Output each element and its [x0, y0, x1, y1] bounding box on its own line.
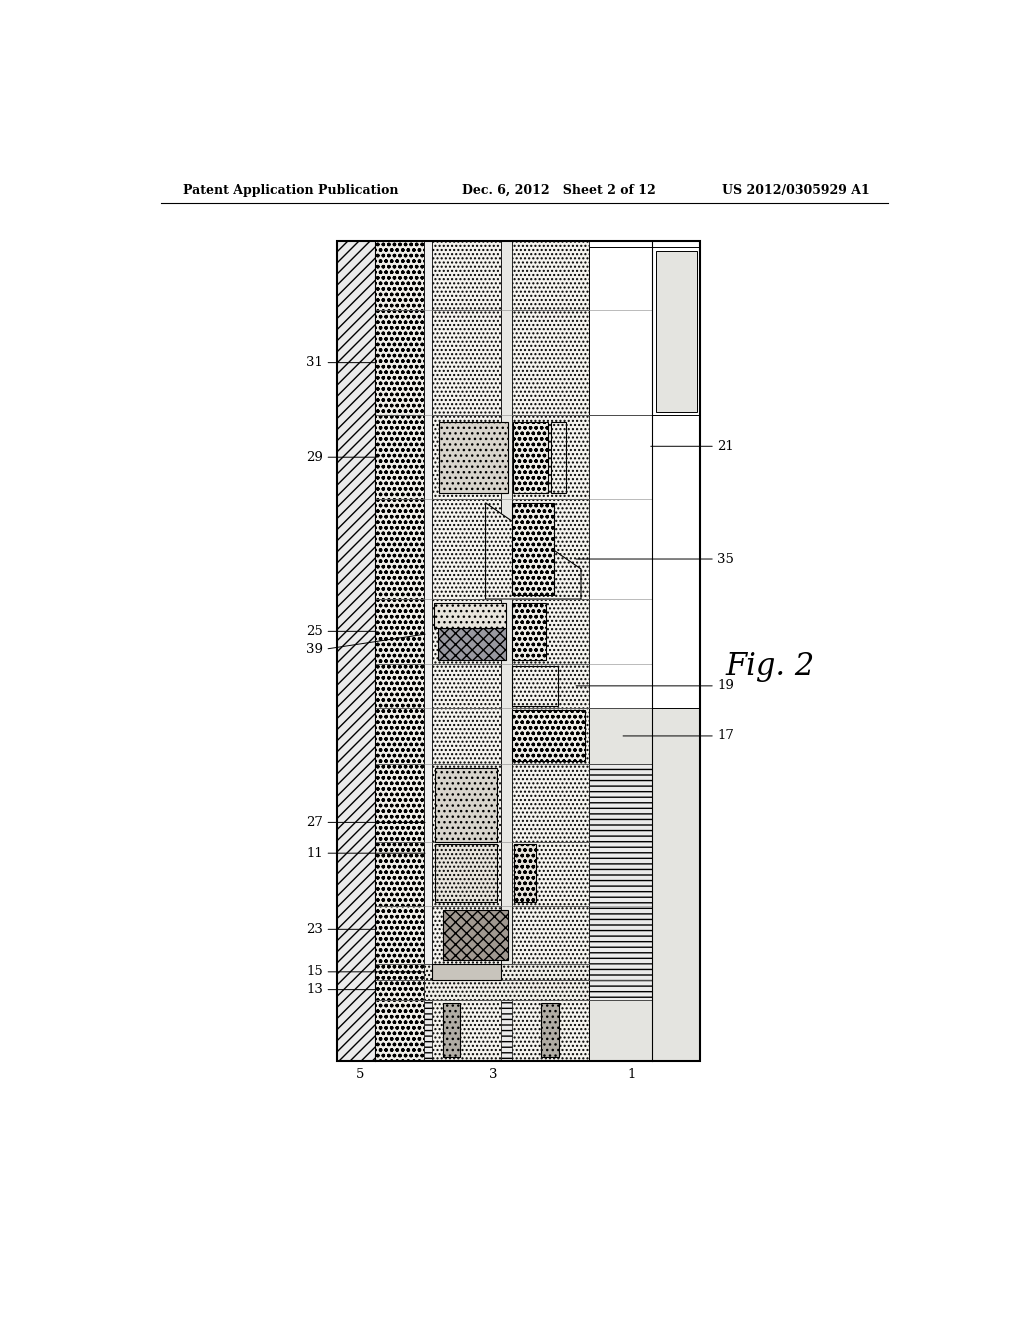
Bar [432, 764, 501, 842]
Bar [376, 964, 589, 979]
Bar [432, 416, 501, 499]
Text: 31: 31 [306, 356, 323, 370]
Bar [512, 764, 589, 842]
Bar [376, 999, 424, 1061]
Text: 1: 1 [628, 1068, 636, 1081]
Bar [435, 768, 497, 842]
Bar [589, 999, 652, 1061]
Bar [432, 664, 501, 708]
Text: 23: 23 [306, 923, 323, 936]
Text: US 2012/0305929 A1: US 2012/0305929 A1 [722, 185, 869, 197]
Bar [512, 710, 585, 762]
Bar [551, 421, 566, 492]
Bar [376, 599, 424, 664]
Bar [512, 999, 589, 1061]
Bar [376, 979, 589, 999]
Bar [432, 599, 501, 664]
Bar [513, 421, 548, 492]
Bar [512, 499, 589, 599]
Bar [376, 979, 424, 999]
Bar [376, 906, 424, 964]
Bar [432, 240, 501, 1061]
Bar [376, 310, 424, 416]
Bar [435, 843, 497, 903]
Bar [376, 416, 424, 499]
Bar [432, 906, 501, 964]
Bar [438, 628, 506, 660]
Bar [589, 247, 700, 416]
Bar [432, 964, 501, 979]
Bar [512, 599, 589, 664]
Text: Dec. 6, 2012   Sheet 2 of 12: Dec. 6, 2012 Sheet 2 of 12 [462, 185, 655, 197]
Bar [512, 708, 589, 764]
Bar [376, 708, 424, 764]
Bar [424, 240, 432, 1061]
Bar [376, 764, 424, 842]
Bar [514, 843, 536, 903]
Text: 13: 13 [306, 983, 323, 997]
Text: 25: 25 [306, 624, 323, 638]
Bar [589, 708, 652, 1061]
Bar [432, 708, 501, 764]
Text: 39: 39 [306, 643, 323, 656]
Bar [337, 240, 700, 1061]
Bar [439, 421, 508, 492]
Bar [376, 999, 589, 1061]
Text: Patent Application Publication: Patent Application Publication [183, 185, 398, 197]
Bar [589, 999, 652, 1061]
Bar [655, 251, 696, 412]
Bar [652, 708, 700, 1061]
Bar [432, 310, 501, 416]
Bar [434, 603, 506, 628]
Text: 17: 17 [717, 730, 734, 742]
Bar [512, 906, 589, 964]
Bar [512, 503, 554, 595]
Bar [443, 909, 508, 960]
Text: 5: 5 [355, 1068, 365, 1081]
Bar [376, 964, 424, 979]
Bar [512, 664, 589, 708]
Text: 19: 19 [717, 680, 734, 693]
Bar [443, 1003, 460, 1057]
Bar [501, 240, 512, 1061]
Bar [512, 603, 547, 660]
Text: 35: 35 [717, 553, 734, 565]
Bar [512, 665, 558, 706]
Text: 29: 29 [306, 450, 323, 463]
Bar [376, 999, 652, 1061]
Bar [432, 999, 501, 1061]
Bar [541, 1003, 559, 1057]
Polygon shape [485, 503, 581, 599]
Bar [376, 499, 424, 599]
Bar [432, 240, 501, 310]
Bar [337, 240, 376, 1061]
Text: 3: 3 [489, 1068, 498, 1081]
Bar [512, 416, 589, 499]
Text: 27: 27 [306, 816, 323, 829]
Text: 15: 15 [306, 965, 323, 978]
Text: Fig. 2: Fig. 2 [725, 651, 814, 682]
Bar [512, 310, 589, 416]
Bar [376, 240, 424, 310]
Bar [376, 664, 424, 708]
Bar [512, 842, 589, 906]
Bar [432, 842, 501, 906]
Bar [512, 240, 589, 310]
Bar [512, 240, 589, 1061]
Text: 21: 21 [717, 440, 734, 453]
Bar [589, 708, 652, 764]
Bar [432, 499, 501, 599]
Bar [376, 240, 424, 1061]
Bar [376, 842, 424, 906]
Text: 11: 11 [306, 846, 323, 859]
